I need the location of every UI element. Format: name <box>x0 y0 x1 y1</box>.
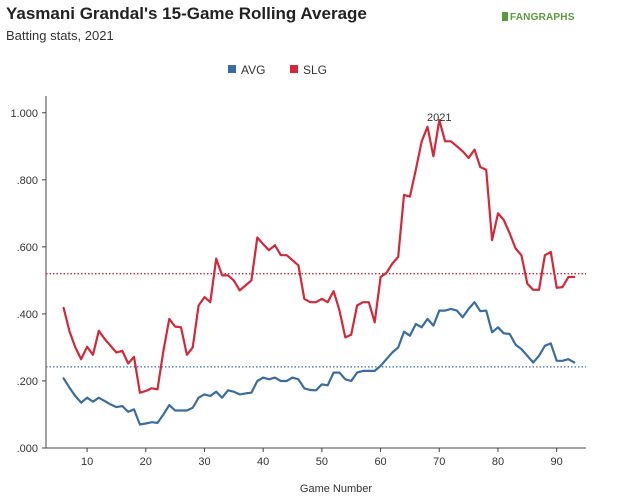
x-tick-label: 30 <box>198 456 210 468</box>
x-tick-label: 90 <box>551 456 563 468</box>
y-tick-label: .400 <box>17 309 38 321</box>
y-tick-label: .800 <box>17 175 38 187</box>
fangraphs-logo: FANGRAPHS <box>502 12 575 23</box>
avg-legend-label: AVG <box>241 63 265 77</box>
y-tick-label: 1.000 <box>10 108 38 120</box>
avg-series-line <box>62 301 576 426</box>
chart-subtitle: Batting stats, 2021 <box>6 28 114 43</box>
x-tick-label: 40 <box>257 456 269 468</box>
x-tick-label: 10 <box>81 456 93 468</box>
x-tick-label: 70 <box>433 456 445 468</box>
x-tick-label: 20 <box>140 456 152 468</box>
x-axis-label: Game Number <box>300 483 372 495</box>
y-tick-label: .000 <box>17 443 38 455</box>
avg-legend-swatch <box>228 65 236 73</box>
y-tick-label: .200 <box>17 376 38 388</box>
slg-legend-swatch <box>290 65 298 73</box>
logo-text: FANGRAPHS <box>510 12 575 23</box>
legend: AVG SLG <box>228 63 327 77</box>
x-tick-label: 80 <box>492 456 504 468</box>
chart-title: Yasmani Grandal's 15-Game Rolling Averag… <box>6 4 367 23</box>
axes: .000 .200 .400 .600 .800 1.000 10 20 30 40 50 60 70 8… <box>10 96 586 468</box>
slg-series-line <box>62 118 576 394</box>
year-annotation: 2021 <box>427 112 451 124</box>
slg-legend-label: SLG <box>303 63 327 77</box>
logo-mark-icon <box>502 12 508 21</box>
series-lines <box>62 118 576 426</box>
y-tick-label: .600 <box>17 242 38 254</box>
x-tick-label: 50 <box>316 456 328 468</box>
reference-lines <box>46 273 586 368</box>
x-tick-label: 60 <box>374 456 386 468</box>
